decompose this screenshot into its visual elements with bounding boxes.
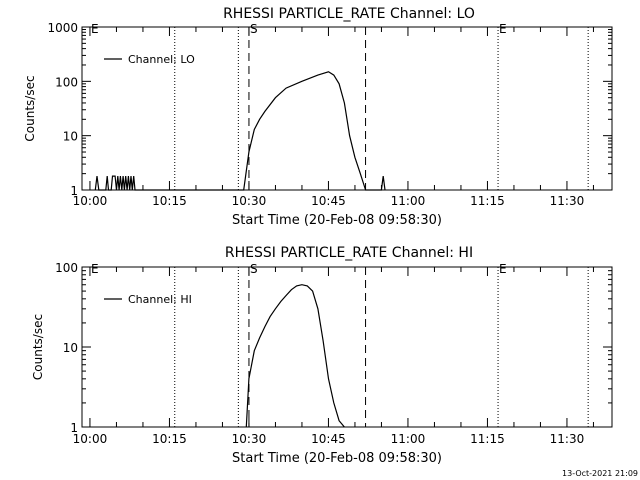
legend-label: Channel: LO [128, 53, 195, 66]
event-marker-label: E [499, 22, 507, 36]
chart-panel-hi: RHESSI PARTICLE_RATE Channel: HI 10:00 10:… [31, 245, 613, 466]
y-tick-label: 1 [70, 421, 78, 435]
legend-label: Channel: HI [128, 293, 192, 306]
chart-title: RHESSI PARTICLE_RATE Channel: LO [223, 6, 475, 22]
chart-panel-lo: RHESSI PARTICLE_RATE Channel: LO 10:00 10:… [23, 6, 613, 228]
x-tick-label: 11:00 [391, 194, 426, 208]
x-axis-label: Start Time (20-Feb-08 09:58:30) [232, 213, 442, 228]
x-tick-label: 10:30 [232, 432, 267, 446]
y-tick-label: 10 [63, 341, 78, 355]
x-tick-label: 10:00 [73, 194, 108, 208]
series-line [94, 71, 386, 191]
event-marker-label: S [250, 22, 258, 36]
event-marker-label: E [91, 262, 99, 276]
plot-frame [81, 266, 613, 428]
x-tick-label: 11:15 [470, 432, 505, 446]
y-tick-label: 100 [55, 261, 78, 275]
x-tick-label: 11:15 [470, 194, 505, 208]
x-tick-label: 11:00 [391, 432, 426, 446]
event-marker-label: S [250, 262, 258, 276]
y-tick-label: 1000 [47, 21, 78, 35]
x-tick-label: 10:45 [311, 432, 346, 446]
x-tick-label: 10:30 [232, 194, 267, 208]
plot-frame [81, 26, 613, 191]
event-marker-label: E [499, 262, 507, 276]
x-tick-label: 10:15 [152, 432, 187, 446]
x-tick-label: 10:15 [152, 194, 187, 208]
event-marker-label: E [91, 22, 99, 36]
x-tick-label: 10:45 [311, 194, 346, 208]
y-tick-label: 1 [70, 184, 78, 198]
footer-timestamp: 13-Oct-2021 21:09 [562, 469, 638, 478]
x-axis-label: Start Time (20-Feb-08 09:58:30) [232, 451, 442, 466]
x-tick-label: 11:30 [550, 194, 585, 208]
y-axis-label: Counts/sec [31, 314, 45, 380]
chart-title: RHESSI PARTICLE_RATE Channel: HI [225, 245, 473, 261]
y-tick-label: 10 [63, 130, 78, 144]
y-tick-label: 100 [55, 75, 78, 89]
series-line [245, 284, 345, 428]
y-axis-label: Counts/sec [23, 75, 37, 141]
x-tick-label: 10:00 [73, 432, 108, 446]
x-tick-label: 11:30 [550, 432, 585, 446]
